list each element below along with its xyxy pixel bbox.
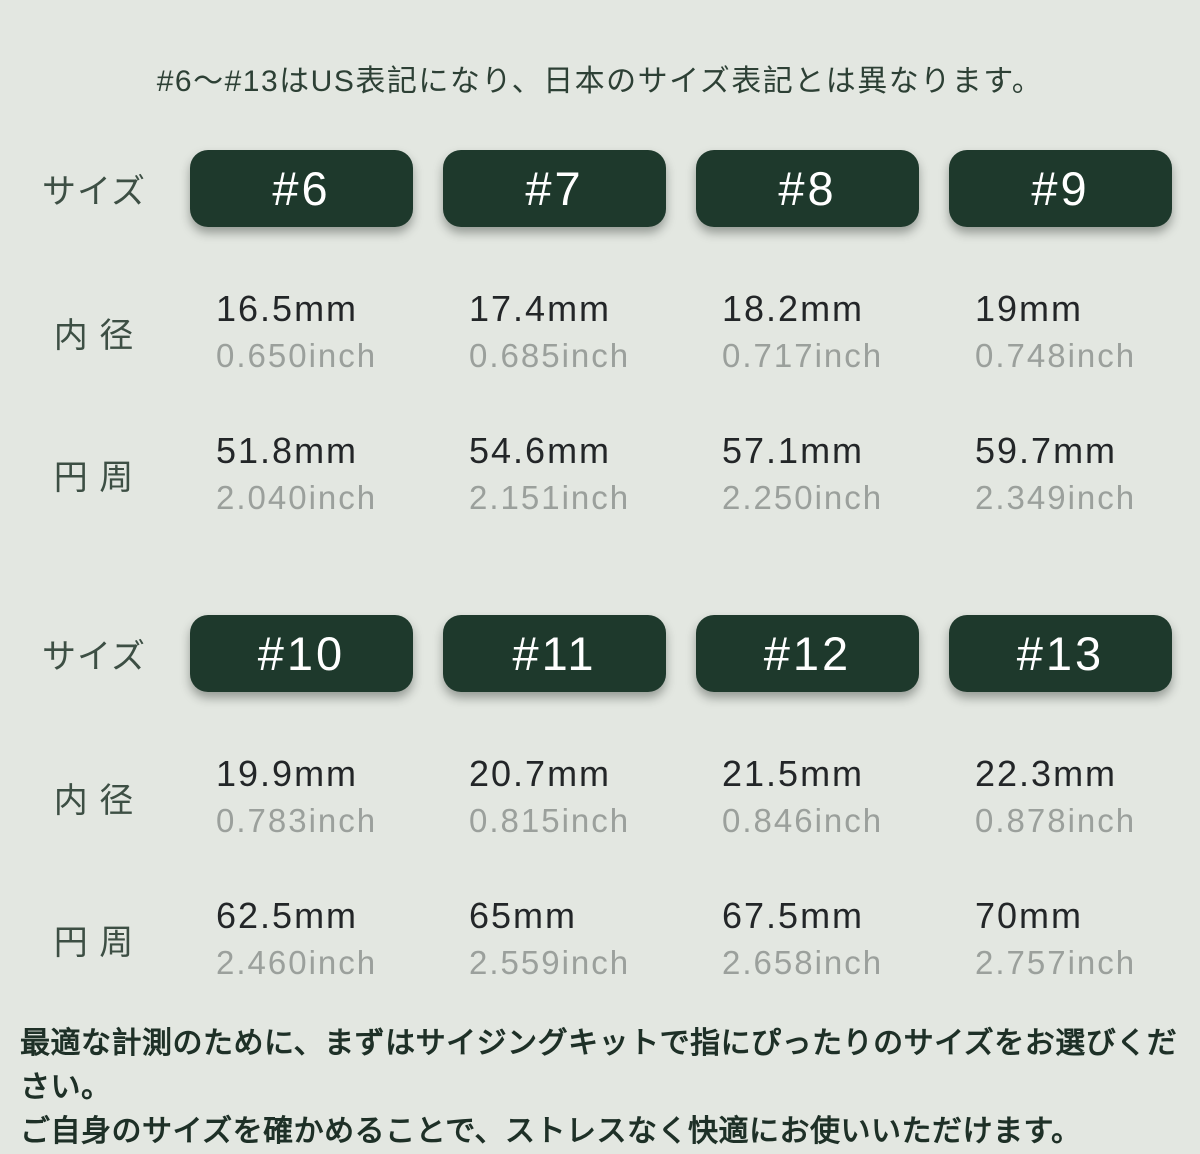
- inch-value: 2.658inch: [722, 944, 884, 981]
- size-badge-7: #7: [443, 150, 666, 227]
- size-section-10-13: サイズ #10 #11 #12 #13 内 径 19.9mm 0.783inch…: [0, 615, 1200, 986]
- mm-value: 20.7mm: [469, 753, 612, 794]
- circumference-cell-12: 67.5mm 2.658inch: [694, 892, 947, 986]
- inch-value: 2.460inch: [216, 944, 378, 981]
- inner-diameter-cell-11: 20.7mm 0.815inch: [441, 750, 694, 844]
- inner-diameter-cell-13: 22.3mm 0.878inch: [947, 750, 1200, 844]
- top-note: #6～#13はUS表記になり、日本のサイズ表記とは異なります。: [156, 65, 1044, 98]
- circumference-row: 円 周 51.8mm 2.040inch 54.6mm 2.151inch 57…: [0, 427, 1200, 521]
- mm-value: 54.6mm: [469, 430, 612, 471]
- mm-value: 19mm: [975, 288, 1084, 329]
- circumference-cell-9: 59.7mm 2.349inch: [947, 427, 1200, 521]
- size-cell: #8: [694, 150, 947, 227]
- inch-value: 0.717inch: [722, 337, 884, 374]
- size-cell: #12: [694, 615, 947, 692]
- inner-diameter-label: 内 径: [53, 316, 135, 355]
- size-badge-12: #12: [696, 615, 919, 692]
- size-cell: #13: [947, 615, 1200, 692]
- mm-value: 18.2mm: [722, 288, 865, 329]
- inch-value: 0.846inch: [722, 802, 884, 839]
- inch-value: 2.040inch: [216, 479, 378, 516]
- mm-value: 65mm: [469, 895, 578, 936]
- mm-value: 16.5mm: [216, 288, 359, 329]
- size-badge-10: #10: [190, 615, 413, 692]
- circumference-cell-8: 57.1mm 2.250inch: [694, 427, 947, 521]
- size-cell: #9: [947, 150, 1200, 227]
- circumference-label: 円 周: [53, 458, 135, 497]
- footer-line-1: 最適な計測のために、まずはサイジングキットで指にぴったりのサイズをお選びください…: [20, 1027, 1178, 1104]
- inch-value: 2.757inch: [975, 944, 1137, 981]
- inner-diameter-row: 内 径 19.9mm 0.783inch 20.7mm 0.815inch 21…: [0, 750, 1200, 844]
- inner-diameter-cell-9: 19mm 0.748inch: [947, 285, 1200, 379]
- inner-diameter-cell-12: 21.5mm 0.846inch: [694, 750, 947, 844]
- circumference-row: 円 周 62.5mm 2.460inch 65mm 2.559inch 67.5…: [0, 892, 1200, 986]
- size-badge-row: サイズ #6 #7 #8 #9: [0, 150, 1200, 227]
- mm-value: 59.7mm: [975, 430, 1118, 471]
- circumference-cell-10: 62.5mm 2.460inch: [188, 892, 441, 986]
- inner-diameter-cell-8: 18.2mm 0.717inch: [694, 285, 947, 379]
- circumference-cell-11: 65mm 2.559inch: [441, 892, 694, 986]
- mm-value: 67.5mm: [722, 895, 865, 936]
- mm-value: 17.4mm: [469, 288, 612, 329]
- size-badge-6: #6: [190, 150, 413, 227]
- inch-value: 2.559inch: [469, 944, 631, 981]
- size-row-label: サイズ: [42, 638, 146, 676]
- mm-value: 57.1mm: [722, 430, 865, 471]
- circumference-cell-7: 54.6mm 2.151inch: [441, 427, 694, 521]
- size-badge-11: #11: [443, 615, 666, 692]
- inch-value: 0.815inch: [469, 802, 631, 839]
- mm-value: 21.5mm: [722, 753, 865, 794]
- inch-value: 2.151inch: [469, 479, 631, 516]
- size-section-6-9: サイズ #6 #7 #8 #9 内 径 16.5mm 0.650inch 17.…: [0, 150, 1200, 521]
- inner-diameter-cell-10: 19.9mm 0.783inch: [188, 750, 441, 844]
- mm-value: 51.8mm: [216, 430, 359, 471]
- inch-value: 2.250inch: [722, 479, 884, 516]
- mm-value: 19.9mm: [216, 753, 359, 794]
- footer-line-2: ご自身のサイズを確かめることで、ストレスなく快適にお使いいただけます。: [20, 1115, 1082, 1148]
- size-cell: #6: [188, 150, 441, 227]
- inch-value: 0.748inch: [975, 337, 1137, 374]
- ring-size-chart: #6～#13はUS表記になり、日本のサイズ表記とは異なります。 サイズ #6 #…: [0, 65, 1200, 1148]
- inch-value: 2.349inch: [975, 479, 1137, 516]
- circumference-cell-13: 70mm 2.757inch: [947, 892, 1200, 986]
- inner-diameter-label: 内 径: [53, 781, 135, 820]
- mm-value: 22.3mm: [975, 753, 1118, 794]
- size-cell: #10: [188, 615, 441, 692]
- inner-diameter-row: 内 径 16.5mm 0.650inch 17.4mm 0.685inch 18…: [0, 285, 1200, 379]
- circumference-label: 円 周: [53, 923, 135, 962]
- inch-value: 0.783inch: [216, 802, 378, 839]
- inch-value: 0.878inch: [975, 802, 1137, 839]
- size-badge-9: #9: [949, 150, 1172, 227]
- footer-note: 最適な計測のために、まずはサイジングキットで指にぴったりのサイズをお選びください…: [0, 1022, 1200, 1154]
- inch-value: 0.650inch: [216, 337, 378, 374]
- size-badge-13: #13: [949, 615, 1172, 692]
- inner-diameter-cell-7: 17.4mm 0.685inch: [441, 285, 694, 379]
- size-cell: #11: [441, 615, 694, 692]
- size-badge-row: サイズ #10 #11 #12 #13: [0, 615, 1200, 692]
- inner-diameter-cell-6: 16.5mm 0.650inch: [188, 285, 441, 379]
- circumference-cell-6: 51.8mm 2.040inch: [188, 427, 441, 521]
- size-row-label: サイズ: [42, 173, 146, 211]
- mm-value: 70mm: [975, 895, 1084, 936]
- inch-value: 0.685inch: [469, 337, 631, 374]
- size-cell: #7: [441, 150, 694, 227]
- size-badge-8: #8: [696, 150, 919, 227]
- mm-value: 62.5mm: [216, 895, 359, 936]
